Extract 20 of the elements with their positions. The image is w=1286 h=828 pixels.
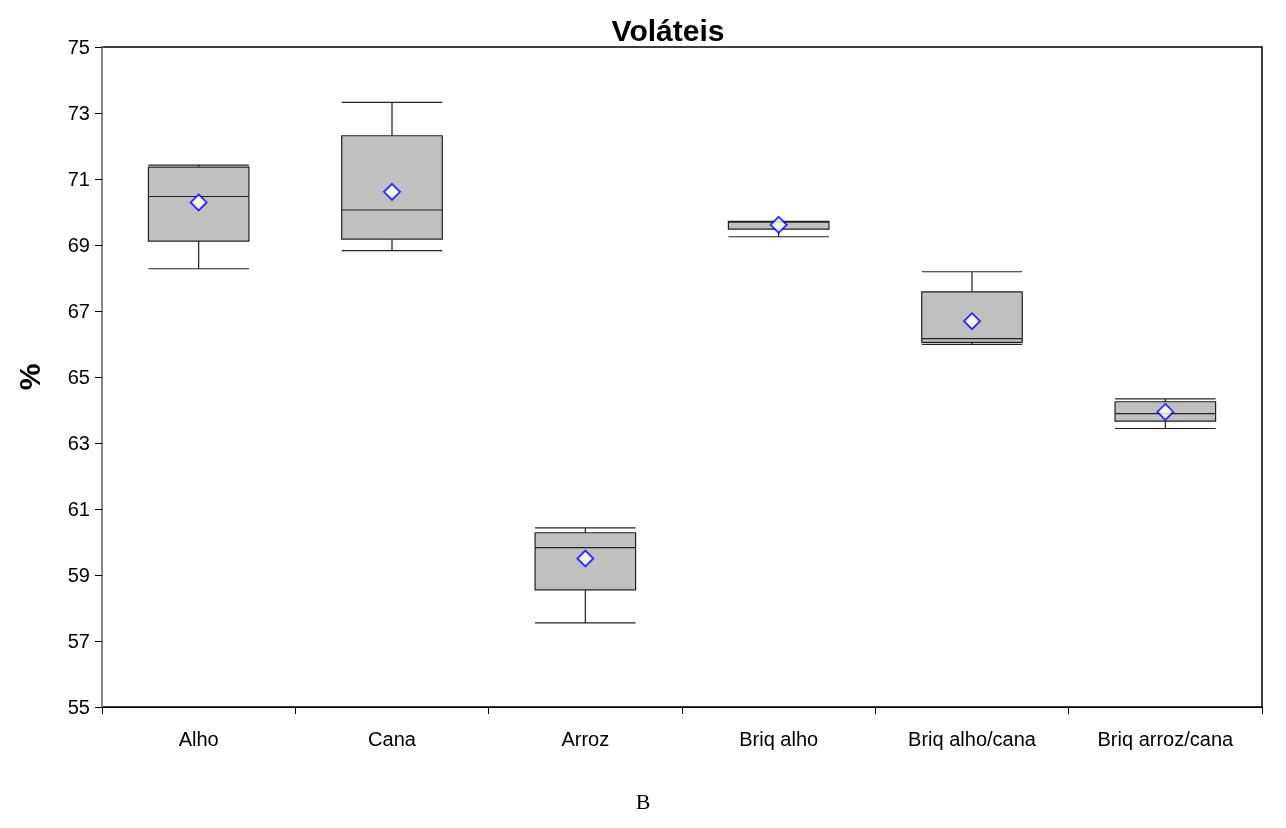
y-tick-label: 55 [67,696,90,718]
x-tick-label: Alho [178,728,219,750]
chart-title: Voláteis [611,13,725,47]
y-tick-label: 69 [67,234,90,256]
x-tick-label: Cana [368,728,417,750]
y-axis-title: % [12,363,46,391]
x-tick-label: Briq alho [739,728,819,750]
x-tick-label: Arroz [561,728,610,750]
x-tick-label: Briq alho/cana [908,728,1037,750]
y-tick-label: 65 [67,366,90,388]
y-tick-label: 57 [67,630,90,652]
y-tick-label: 73 [67,102,90,124]
y-tick-label: 71 [67,168,90,190]
y-tick-label: 75 [67,36,90,58]
x-tick-label: Briq arroz/cana [1097,728,1235,750]
y-tick-label: 63 [67,432,90,454]
y-tick-label: 61 [67,498,90,520]
text: B [635,788,651,814]
y-tick-label: 59 [67,564,90,586]
y-tick-label: 67 [67,300,90,322]
